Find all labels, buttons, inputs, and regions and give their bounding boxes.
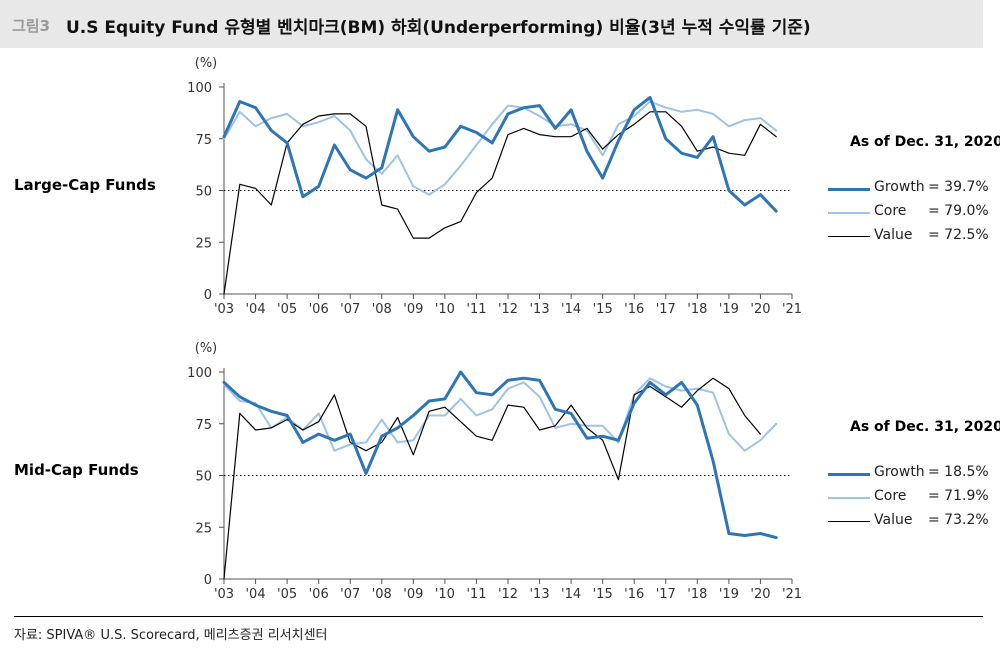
x-tick-label: '10 xyxy=(435,302,455,317)
x-tick-label: '06 xyxy=(309,302,329,317)
x-tick-label: '19 xyxy=(719,587,739,602)
y-axis-unit: (%) xyxy=(195,56,218,71)
legend-series-name: Growth xyxy=(874,179,925,195)
y-tick-label: 100 xyxy=(187,81,212,96)
y-axis-unit: (%) xyxy=(195,341,218,356)
x-tick-label: '16 xyxy=(624,302,644,317)
x-tick-label: '11 xyxy=(466,587,486,602)
y-tick-label: 50 xyxy=(195,470,212,485)
legend-series-name: Value xyxy=(874,512,913,528)
series-line-growth xyxy=(222,370,778,540)
legend-swatch xyxy=(828,188,870,191)
x-tick-label: '14 xyxy=(561,302,581,317)
x-tick-label: '03 xyxy=(214,302,234,317)
x-tick-label: '09 xyxy=(403,302,423,317)
figure-label: 그림3 xyxy=(12,17,51,35)
x-tick-label: '13 xyxy=(529,587,549,602)
legend-series-value: = 18.5% xyxy=(928,464,989,480)
x-tick-label: '20 xyxy=(750,587,770,602)
y-tick-label: 100 xyxy=(187,366,212,381)
x-tick-label: '20 xyxy=(750,302,770,317)
figure-title: U.S Equity Fund 유형별 벤치마크(BM) 하회(Underper… xyxy=(66,18,811,38)
x-tick-label: '18 xyxy=(687,587,707,602)
title-bar: 그림3 U.S Equity Fund 유형별 벤치마크(BM) 하회(Unde… xyxy=(0,0,983,48)
x-tick-label: '11 xyxy=(466,302,486,317)
chart-panel-large-cap: (%) 0 25 50 75 100 '03 '04 '05 '06 '07 '08 '09 '10 '11… xyxy=(0,48,1000,348)
x-tick-label: '07 xyxy=(340,587,360,602)
series-line-core xyxy=(223,100,778,196)
legend-series-name: Value xyxy=(874,227,913,243)
x-tick-label: '14 xyxy=(561,587,581,602)
series-line-growth xyxy=(222,95,778,213)
x-tick-label: '05 xyxy=(277,587,297,602)
row-label: Mid-Cap Funds xyxy=(14,461,139,479)
x-tick-label: '12 xyxy=(498,587,518,602)
y-tick-label: 50 xyxy=(195,185,212,200)
y-tick-label: 25 xyxy=(195,236,212,251)
x-tick-label: '05 xyxy=(277,302,297,317)
chart-mid-cap: (%) 0 25 50 75 100 '03 '04 '05 '06 '07 '08 '09 '10 '11… xyxy=(187,341,802,602)
chart-large-cap: (%) 0 25 50 75 100 '03 '04 '05 '06 '07 '08 '09 '10 '11… xyxy=(187,56,802,317)
legend-series-value: = 71.9% xyxy=(928,488,989,504)
y-tick-label: 0 xyxy=(204,288,212,303)
legend-swatch xyxy=(828,521,870,522)
source-divider xyxy=(14,616,983,617)
series-line-core xyxy=(223,377,778,452)
x-tick-label: '21 xyxy=(782,302,802,317)
x-tick-label: '12 xyxy=(498,302,518,317)
x-tick-label: '15 xyxy=(593,302,613,317)
x-tick-label: '13 xyxy=(529,302,549,317)
legend-series-name: Core xyxy=(874,488,907,504)
legend-swatch xyxy=(828,473,870,476)
x-tick-label: '10 xyxy=(435,587,455,602)
x-tick-label: '08 xyxy=(372,302,392,317)
x-tick-label: '04 xyxy=(245,302,265,317)
row-label: Large-Cap Funds xyxy=(14,176,156,194)
x-tick-label: '09 xyxy=(403,587,423,602)
x-tick-label: '19 xyxy=(719,302,739,317)
y-tick-label: 75 xyxy=(195,133,212,148)
source-note: 자료: SPIVA® U.S. Scorecard, 메리츠증권 리서치센터 xyxy=(14,628,328,643)
y-tick-label: 25 xyxy=(195,521,212,536)
legend-series-name: Core xyxy=(874,203,907,219)
series-line-value xyxy=(223,377,762,580)
legend-series-value: = 73.2% xyxy=(928,512,989,528)
x-tick-label: '15 xyxy=(593,587,613,602)
legend-series-value: = 79.0% xyxy=(928,203,989,219)
y-tick-label: 0 xyxy=(204,573,212,588)
series-line-value xyxy=(223,111,777,295)
x-tick-label: '06 xyxy=(309,587,329,602)
chart-panel-mid-cap: (%) 0 25 50 75 100 '03 '04 '05 '06 '07 '08 '09 '10 '11… xyxy=(0,333,1000,633)
as-of-label: As of Dec. 31, 2020: xyxy=(850,419,1000,435)
x-tick-label: '21 xyxy=(782,587,802,602)
x-tick-label: '03 xyxy=(214,587,234,602)
legend-swatch xyxy=(828,236,870,237)
x-tick-label: '08 xyxy=(372,587,392,602)
legend-series-name: Growth xyxy=(874,464,925,480)
x-tick-label: '18 xyxy=(687,302,707,317)
x-tick-label: '17 xyxy=(656,302,676,317)
x-tick-label: '04 xyxy=(245,587,265,602)
legend-swatch xyxy=(828,497,870,499)
x-tick-label: '07 xyxy=(340,302,360,317)
y-tick-label: 75 xyxy=(195,418,212,433)
x-tick-label: '17 xyxy=(656,587,676,602)
legend-series-value: = 39.7% xyxy=(928,179,989,195)
x-tick-label: '16 xyxy=(624,587,644,602)
legend-series-value: = 72.5% xyxy=(928,227,989,243)
as-of-label: As of Dec. 31, 2020: xyxy=(850,134,1000,150)
legend-swatch xyxy=(828,212,870,214)
